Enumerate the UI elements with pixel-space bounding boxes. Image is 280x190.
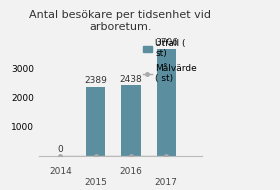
Text: 2438: 2438: [120, 75, 142, 84]
Bar: [157, 48, 176, 156]
Text: 2014: 2014: [49, 167, 72, 176]
Title: Antal besökare per tidsenhet vid
arboretum.: Antal besökare per tidsenhet vid arboret…: [29, 10, 211, 32]
Text: 2017: 2017: [155, 178, 178, 187]
Text: 0: 0: [57, 145, 63, 154]
Text: 2015: 2015: [84, 178, 107, 187]
Text: 2389: 2389: [84, 76, 107, 85]
Bar: [86, 87, 105, 156]
Text: 2016: 2016: [120, 167, 143, 176]
Text: 3706: 3706: [155, 38, 178, 47]
Legend: Utfall (
st), Målvärde
( st): Utfall ( st), Målvärde ( st): [143, 39, 197, 83]
Bar: [121, 85, 141, 156]
